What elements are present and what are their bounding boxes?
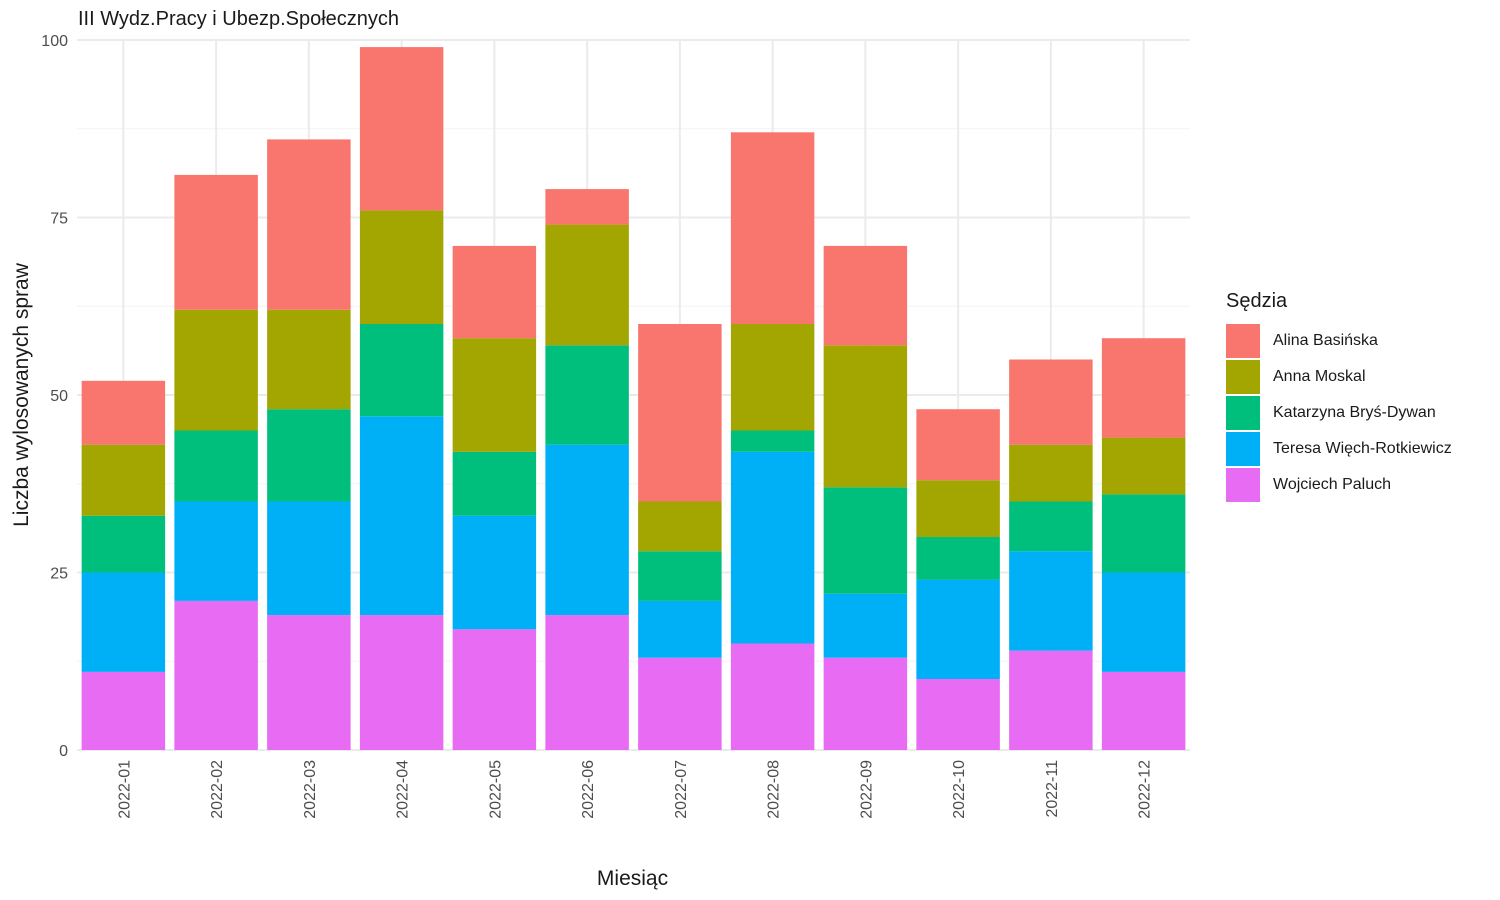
bar-segment bbox=[545, 345, 629, 445]
x-tick-label: 2022-04 bbox=[395, 760, 412, 819]
legend-items: Alina Basińska Anna Moskal Katarzyna Bryś-… bbox=[1226, 323, 1452, 503]
x-tick-label: 2022-03 bbox=[302, 760, 319, 819]
x-axis-title: Miesiąc bbox=[597, 867, 668, 890]
legend-item: Katarzyna Bryś-Dywan bbox=[1226, 395, 1452, 431]
legend-swatch bbox=[1226, 324, 1260, 358]
bar-segment bbox=[730, 451, 815, 644]
bar-segment bbox=[638, 657, 722, 750]
bar-segment bbox=[1009, 359, 1093, 445]
bar-segment bbox=[174, 600, 258, 750]
bar-segment bbox=[452, 451, 537, 516]
x-tick-label: 2022-11 bbox=[1044, 760, 1061, 818]
x-tick-label: 2022-12 bbox=[1137, 760, 1154, 819]
bar-segment bbox=[81, 671, 166, 750]
bar-segment bbox=[638, 501, 722, 552]
legend-swatch bbox=[1226, 432, 1260, 466]
legend-swatch bbox=[1226, 396, 1260, 430]
bar-segment bbox=[916, 679, 1000, 750]
bar-segment bbox=[174, 501, 258, 601]
bar-segment bbox=[81, 444, 166, 516]
bar-segment bbox=[730, 643, 815, 750]
bar-segment bbox=[730, 430, 815, 452]
bar-segment bbox=[638, 600, 722, 658]
bar-segment bbox=[1101, 437, 1186, 495]
legend-item: Wojciech Paluch bbox=[1226, 467, 1452, 503]
bar-segment bbox=[174, 309, 258, 431]
bar-segment bbox=[359, 324, 444, 417]
y-tick-label: 50 bbox=[50, 388, 68, 405]
bar-segment bbox=[823, 487, 908, 594]
bar-segment bbox=[452, 629, 537, 750]
bar-segment bbox=[916, 480, 1000, 537]
bar-segment bbox=[359, 416, 444, 616]
x-tick-label: 2022-09 bbox=[858, 760, 875, 819]
legend-swatch bbox=[1226, 468, 1260, 502]
bar-segment bbox=[267, 139, 351, 310]
legend-label: Wojciech Paluch bbox=[1273, 476, 1391, 493]
legend-label: Katarzyna Bryś-Dywan bbox=[1273, 404, 1436, 421]
bar-segment bbox=[823, 245, 908, 346]
bar-segment bbox=[1101, 338, 1186, 438]
y-tick-label: 0 bbox=[59, 743, 68, 760]
x-tick-label: 2022-01 bbox=[116, 760, 133, 819]
legend-item: Teresa Więch-Rotkiewicz bbox=[1226, 431, 1452, 467]
legend-title: Sędzia bbox=[1226, 290, 1288, 312]
bar-segment bbox=[359, 210, 444, 324]
x-tick-label: 2022-06 bbox=[580, 760, 597, 819]
bar-segment bbox=[267, 309, 351, 410]
y-tick-label: 75 bbox=[50, 211, 68, 228]
bar-segment bbox=[81, 572, 166, 672]
bar-segment bbox=[545, 615, 629, 750]
bar-segment bbox=[267, 615, 351, 750]
bar-segment bbox=[174, 174, 258, 310]
bar-segment bbox=[267, 501, 351, 616]
chart-title: III Wydz.Pracy i Ubezp.Społecznych bbox=[78, 8, 400, 30]
bar-segment bbox=[545, 444, 629, 616]
bar-segment bbox=[267, 409, 351, 502]
y-tick-label: 25 bbox=[50, 566, 68, 583]
x-tick-label: 2022-08 bbox=[766, 760, 783, 819]
y-tick-label: 100 bbox=[41, 33, 68, 50]
bar-segment bbox=[359, 615, 444, 750]
legend-label: Alina Basińska bbox=[1273, 332, 1378, 349]
bar-segment bbox=[359, 47, 444, 211]
bar-segment bbox=[1101, 572, 1186, 672]
bar-segment bbox=[916, 409, 1000, 481]
legend-label: Anna Moskal bbox=[1273, 368, 1366, 385]
bar-segment bbox=[81, 380, 166, 445]
bar-segment bbox=[638, 324, 722, 502]
bar-segment bbox=[1101, 671, 1186, 750]
bar-segment bbox=[916, 579, 1000, 679]
x-tick-label: 2022-02 bbox=[209, 760, 226, 819]
bar-segment bbox=[823, 593, 908, 658]
bar-segment bbox=[1009, 551, 1093, 651]
bar-segment bbox=[81, 515, 166, 573]
bar-segment bbox=[730, 324, 815, 431]
bar-segment bbox=[545, 224, 629, 346]
bar-segment bbox=[452, 245, 537, 339]
bar-segment bbox=[545, 189, 629, 225]
legend-item: Alina Basińska bbox=[1226, 323, 1452, 359]
bar-segment bbox=[1009, 501, 1093, 552]
legend-swatch bbox=[1226, 360, 1260, 394]
legend-label: Teresa Więch-Rotkiewicz bbox=[1273, 440, 1452, 457]
bar-segment bbox=[1101, 494, 1186, 573]
bar-segment bbox=[638, 551, 722, 601]
bar-segment bbox=[452, 515, 537, 630]
legend: Sędzia Alina Basińska Anna Moskal Katarzyn… bbox=[1226, 290, 1452, 503]
y-axis-title: Liczba wylosowanych spraw bbox=[10, 262, 33, 527]
bar-segment bbox=[452, 338, 537, 452]
legend-item: Anna Moskal bbox=[1226, 359, 1452, 395]
x-tick-label: 2022-10 bbox=[951, 760, 968, 819]
bar-segment bbox=[823, 657, 908, 750]
bar-segment bbox=[1009, 650, 1093, 750]
x-tick-label: 2022-05 bbox=[487, 760, 504, 819]
bar-segment bbox=[730, 132, 815, 324]
bar-segment bbox=[1009, 444, 1093, 502]
x-tick-label: 2022-07 bbox=[673, 760, 690, 819]
bar-segment bbox=[916, 537, 1000, 580]
bar-segment bbox=[174, 430, 258, 502]
bar-segment bbox=[823, 345, 908, 488]
